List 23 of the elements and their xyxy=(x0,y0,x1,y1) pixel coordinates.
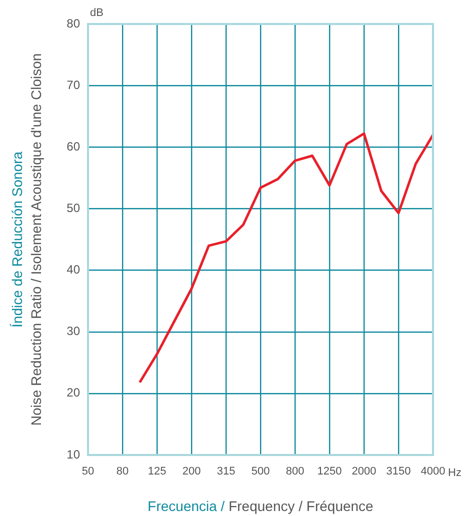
y-axis-title: Índice de Reducción Sonora Noise Reduction Ratio / Isolement Acoustique d'une Cloison xyxy=(9,53,44,426)
x-tick-label: 4000 xyxy=(420,466,446,478)
y-tick-label: 40 xyxy=(66,262,80,277)
x-tick-label: 50 xyxy=(82,466,94,478)
y-tick-label: 80 xyxy=(66,16,80,30)
x-tick-label: 200 xyxy=(182,466,201,478)
x-tick-label: 3150 xyxy=(386,466,411,478)
text: dB xyxy=(90,7,104,19)
x-tick-label: 1250 xyxy=(317,466,342,478)
y-tick-label: 50 xyxy=(66,201,80,216)
x-tick-label: 2000 xyxy=(352,466,376,478)
x-tick-label: 500 xyxy=(251,466,270,478)
x-tick-label: 800 xyxy=(286,466,304,478)
text: Hz xyxy=(448,467,462,479)
y-tick-label: 30 xyxy=(66,324,80,338)
y-tick-label: 10 xyxy=(66,447,80,462)
x-tick-label: 125 xyxy=(148,466,166,478)
y-tick-label: 70 xyxy=(66,78,80,92)
y-tick-label: 60 xyxy=(66,139,80,154)
y-tick-label: 20 xyxy=(66,386,80,400)
x-tick-label: 80 xyxy=(116,466,129,478)
x-tick-label: 315 xyxy=(216,466,236,478)
x-axis-title: Frecuencia / Frequency / Fréquence xyxy=(148,498,374,514)
